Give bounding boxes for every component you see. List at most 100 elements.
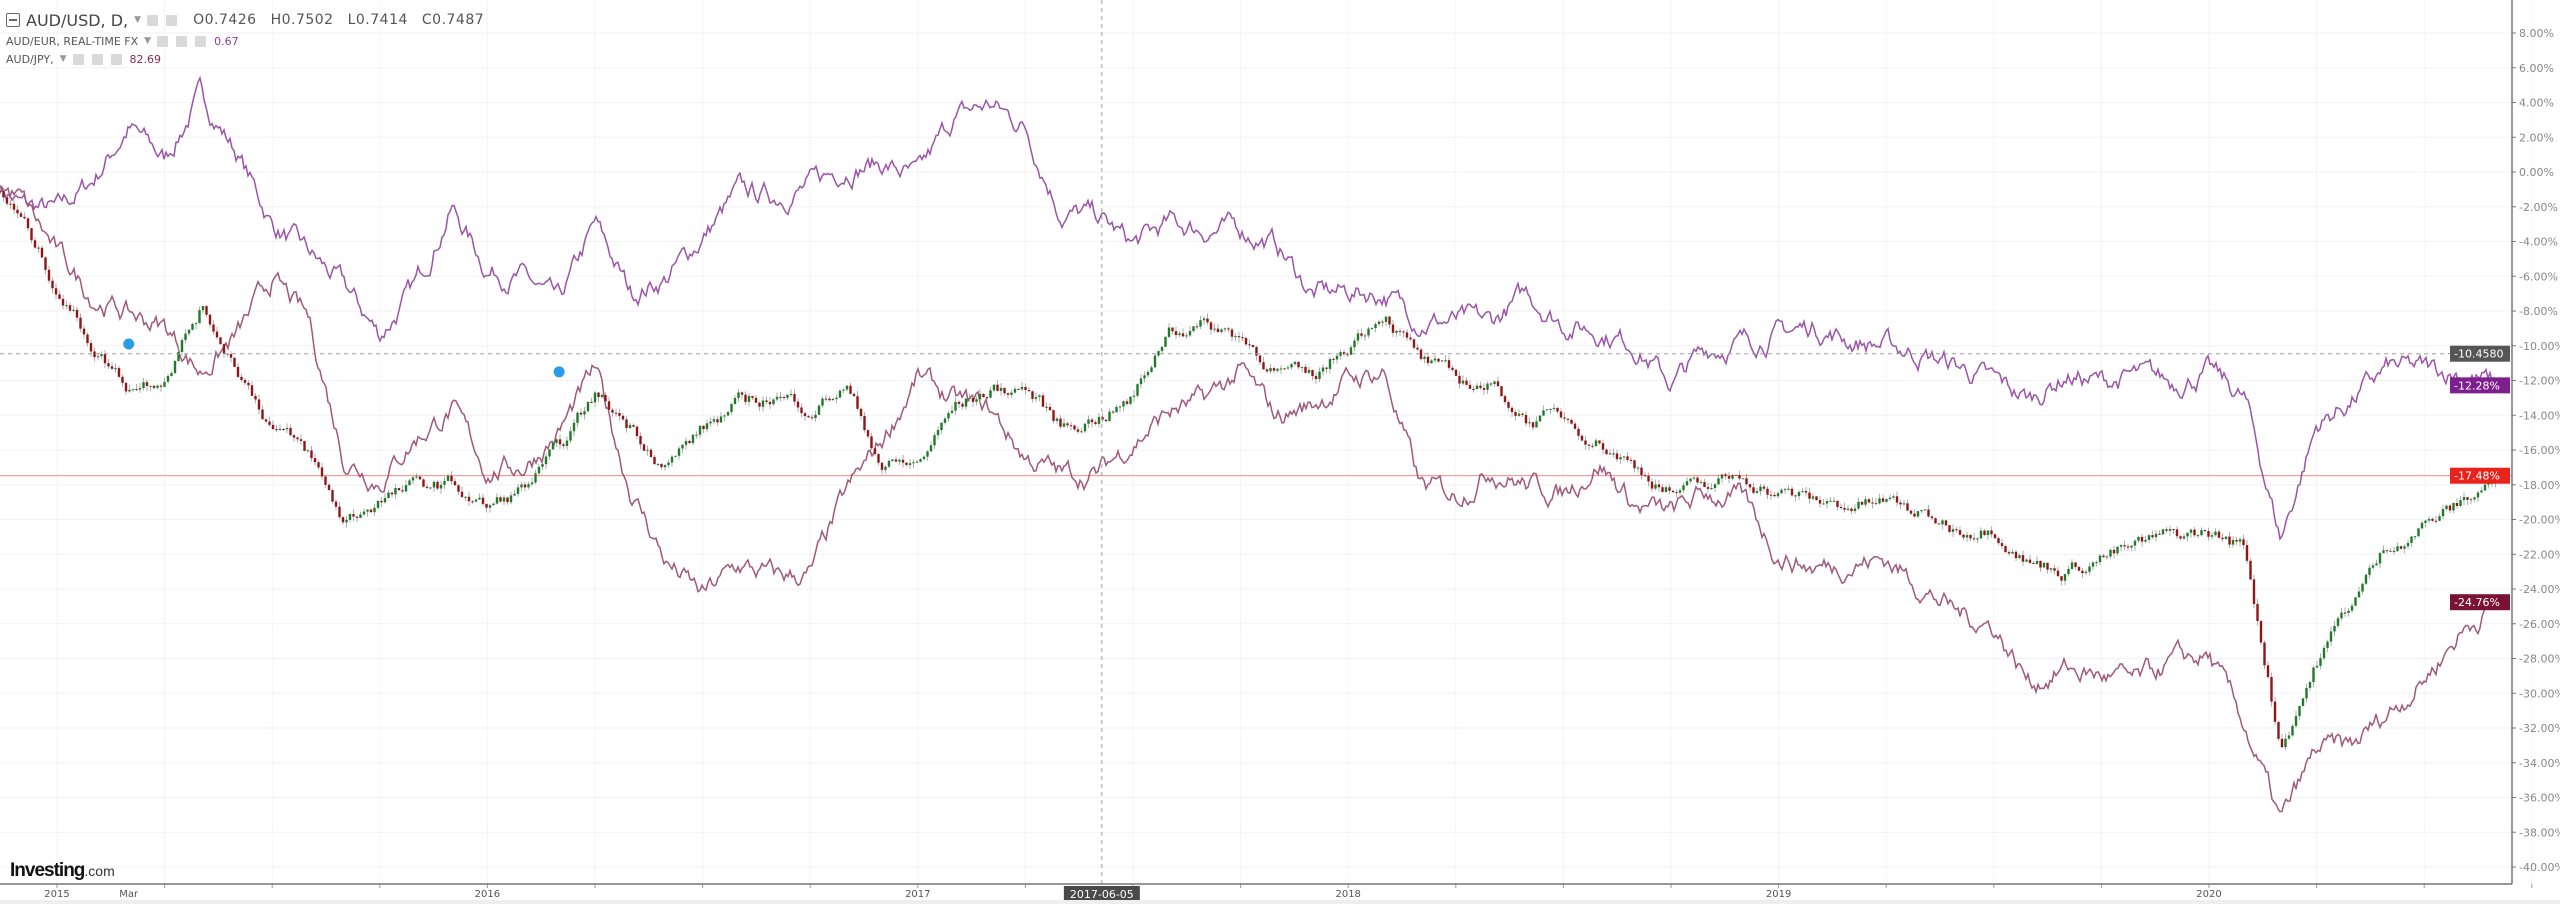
candle <box>926 451 929 457</box>
candle <box>2179 536 2182 539</box>
candle <box>947 413 950 419</box>
candle <box>758 402 761 407</box>
candle <box>1248 344 1251 346</box>
candle <box>194 323 198 325</box>
candle <box>870 436 873 449</box>
candle <box>1353 340 1356 348</box>
candle <box>446 475 450 481</box>
candle <box>2165 529 2168 531</box>
visibility-icon[interactable] <box>157 35 169 47</box>
chevron-down-icon[interactable]: ▼ <box>134 15 142 25</box>
event-marker[interactable] <box>122 337 136 351</box>
candle <box>1276 368 1279 371</box>
candle <box>222 344 226 354</box>
candle <box>695 434 698 436</box>
candle <box>191 324 194 330</box>
candle <box>201 306 205 311</box>
x-tick-label: 2017 <box>905 889 930 900</box>
event-marker[interactable] <box>552 365 566 379</box>
candle <box>744 394 747 402</box>
legend-main-series[interactable]: AUD/USD, D, ▼ O0.7426 H0.7502 L0.7414 C0… <box>6 8 484 32</box>
chevron-down-icon[interactable]: ▼ <box>59 54 67 64</box>
candle <box>2238 539 2242 542</box>
candle <box>1409 337 1412 340</box>
candle <box>2042 562 2046 568</box>
candle <box>555 439 558 443</box>
candle <box>331 490 334 502</box>
candle <box>1636 467 1640 469</box>
legend-aud-eur[interactable]: AUD/EUR, REAL-TIME FX ▼ 0.67 <box>6 32 484 50</box>
candle <box>772 399 775 405</box>
candle <box>460 491 464 497</box>
candle <box>2357 591 2361 598</box>
candle <box>2343 612 2347 614</box>
visibility-icon[interactable] <box>72 53 84 65</box>
candle <box>103 354 107 364</box>
candle <box>1685 481 1689 486</box>
candle <box>1675 492 1678 494</box>
candle <box>520 484 523 488</box>
time-axis[interactable]: 2015 Mar 2016 2017 2018 2019 2020 2017-06-05 <box>0 883 2533 902</box>
aud-usd-last-badge <box>2450 467 2510 484</box>
candle <box>1969 535 1972 539</box>
close-icon[interactable] <box>110 53 122 65</box>
legend-aud-jpy[interactable]: AUD/JPY, ▼ 82.69 <box>6 50 484 68</box>
candle <box>1164 336 1167 347</box>
settings-icon[interactable] <box>91 53 103 65</box>
candle <box>1024 387 1027 391</box>
candle <box>1972 538 1976 540</box>
candle <box>2242 539 2245 546</box>
candle <box>2347 610 2350 614</box>
candle <box>1965 535 1969 538</box>
candle <box>541 464 544 467</box>
candle <box>1601 443 1605 450</box>
candle <box>2018 555 2021 559</box>
candle <box>1892 496 1895 498</box>
candle <box>2410 536 2413 543</box>
candle <box>1741 478 1745 480</box>
candle <box>660 463 663 468</box>
candle <box>1871 502 1874 504</box>
y-tick-label: -22.00% <box>2519 548 2560 561</box>
candle <box>2214 531 2217 536</box>
candle <box>2193 529 2196 536</box>
candle <box>849 385 852 394</box>
candle <box>334 501 338 507</box>
candle <box>1647 475 1650 482</box>
candle <box>1696 477 1699 483</box>
candle <box>1538 415 1542 422</box>
candle <box>1713 484 1717 489</box>
candle <box>1279 368 1283 370</box>
candle <box>1094 422 1097 424</box>
chevron-down-icon[interactable]: ▼ <box>144 36 152 46</box>
candle <box>901 459 905 463</box>
candle <box>2480 490 2483 493</box>
candle <box>1402 331 1405 333</box>
aud-jpy-last-label: -24.76% <box>2454 596 2500 609</box>
candle <box>1717 478 1720 485</box>
close-icon[interactable] <box>195 35 207 47</box>
candle <box>1391 324 1395 333</box>
main-symbol[interactable]: AUD/USD, D, <box>26 10 129 30</box>
candle <box>2270 677 2273 702</box>
candle <box>296 437 299 440</box>
candle <box>1759 486 1762 492</box>
settings-icon[interactable] <box>166 14 178 26</box>
candle <box>824 398 828 400</box>
candle <box>2081 570 2084 574</box>
candle <box>478 497 481 500</box>
candle <box>1937 523 1941 525</box>
settings-icon[interactable] <box>176 35 188 47</box>
aud-jpy-symbol[interactable]: AUD/JPY, <box>6 52 54 66</box>
visibility-icon[interactable] <box>147 14 159 26</box>
investing-logo[interactable]: Investing.com <box>10 860 115 881</box>
price-axis[interactable]: 8.00% 6.00% 4.00% 2.00% 0.00% -2.00% -4.00% -6.… <box>2450 0 2560 884</box>
aud-eur-symbol[interactable]: AUD/EUR, REAL-TIME FX <box>6 34 139 48</box>
candle <box>2028 559 2032 563</box>
candle <box>2364 574 2368 584</box>
y-tick-label: -2.00% <box>2519 201 2558 214</box>
collapse-icon[interactable] <box>6 13 20 27</box>
candle <box>2088 566 2091 572</box>
candle <box>159 385 163 387</box>
